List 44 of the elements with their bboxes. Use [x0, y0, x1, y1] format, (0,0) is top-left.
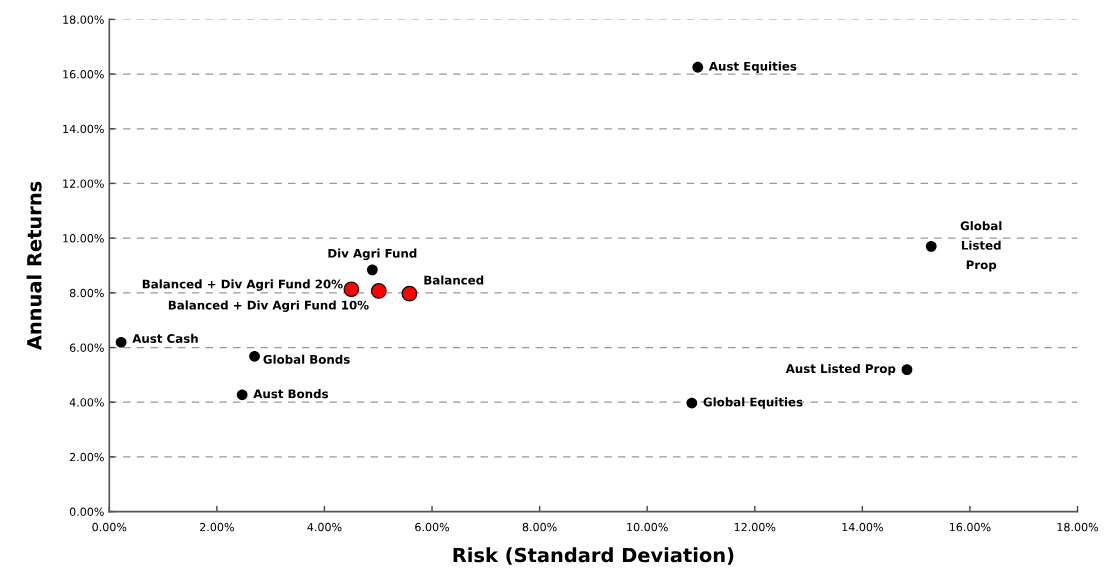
- y-tick-label: 18.00%: [63, 15, 104, 24]
- annotation: Balanced + Div Agri Fund 20%: [142, 279, 343, 291]
- y-tick-label: 10.00%: [63, 234, 104, 243]
- annotation: Global Listed Prop: [960, 221, 1002, 272]
- x-tick-label: 8.00%: [522, 522, 557, 532]
- point: [401, 285, 418, 302]
- x-tick-label: 2.00%: [200, 522, 234, 532]
- annotation: Global Bonds: [263, 354, 350, 364]
- x-tick-label: 12.00%: [734, 522, 776, 532]
- y-tick-label: 8.00%: [69, 288, 104, 298]
- point: [366, 264, 378, 276]
- point: [692, 61, 704, 73]
- annotation: Aust Listed Prop: [785, 363, 896, 376]
- point: [236, 389, 248, 401]
- annotation: Div Agri Fund: [328, 248, 417, 261]
- annotation: Balanced: [424, 275, 484, 285]
- point: [370, 283, 387, 299]
- point: [249, 350, 260, 362]
- annotation: Aust Equities: [708, 61, 797, 73]
- point: [343, 281, 360, 298]
- annotation: Aust Cash: [132, 333, 198, 343]
- y-tick-label: 6.00%: [69, 343, 104, 352]
- y-tick-label: 0.00%: [69, 507, 104, 516]
- y-axis-title: Annual Returns: [26, 181, 42, 351]
- point: [901, 364, 913, 376]
- x-tick-label: 4.00%: [307, 522, 342, 532]
- y-tick-label: 12.00%: [63, 179, 104, 188]
- x-tick-label: 18.00%: [1057, 522, 1099, 532]
- point: [115, 336, 127, 348]
- y-tick-label: 4.00%: [69, 398, 104, 407]
- x-axis-title: Risk (Standard Deviation): [453, 547, 734, 565]
- x-tick-label: 14.00%: [842, 522, 883, 532]
- point: [686, 397, 698, 409]
- y-tick-label: 2.00%: [69, 452, 104, 462]
- annotation: Global Equities: [703, 397, 803, 409]
- point: [925, 240, 937, 252]
- x-tick-label: 0.00%: [92, 522, 127, 532]
- annotation: Aust Bonds: [253, 389, 329, 399]
- x-tick-label: 6.00%: [415, 522, 450, 532]
- annotation: Balanced + Div Agri Fund 10%: [168, 300, 369, 312]
- x-tick-label: 10.00%: [627, 522, 668, 532]
- y-tick-label: 16.00%: [63, 70, 104, 79]
- y-tick-label: 14.00%: [63, 124, 104, 134]
- x-tick-label: 16.00%: [949, 522, 991, 532]
